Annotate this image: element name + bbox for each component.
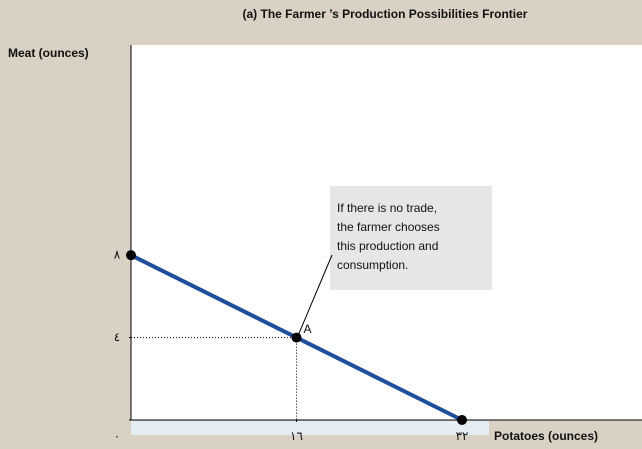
callout-box bbox=[330, 186, 492, 290]
callout-text: the farmer chooses bbox=[337, 220, 440, 234]
callout-text: this production and bbox=[337, 239, 438, 253]
point-label: A bbox=[304, 322, 312, 336]
y-tick-label: ٨ bbox=[114, 247, 121, 261]
point bbox=[126, 250, 136, 261]
callout-text: If there is no trade, bbox=[337, 201, 437, 215]
x-tick-label: ٣٢ bbox=[456, 429, 469, 443]
axis-strip bbox=[131, 421, 489, 435]
chart-title: (a) The Farmer ’s Production Possibiliti… bbox=[243, 7, 528, 21]
callout-text: consumption. bbox=[337, 258, 408, 272]
y-axis-label: Meat (ounces) bbox=[8, 46, 89, 60]
x-tick-label: ١٦ bbox=[290, 429, 303, 443]
point bbox=[291, 332, 302, 343]
x-axis-label: Potatoes (ounces) bbox=[494, 429, 598, 443]
point bbox=[457, 415, 468, 425]
callout-leader bbox=[298, 254, 333, 335]
y-tick-label: ٠ bbox=[114, 429, 120, 443]
y-tick-label: ٤ bbox=[114, 330, 120, 344]
